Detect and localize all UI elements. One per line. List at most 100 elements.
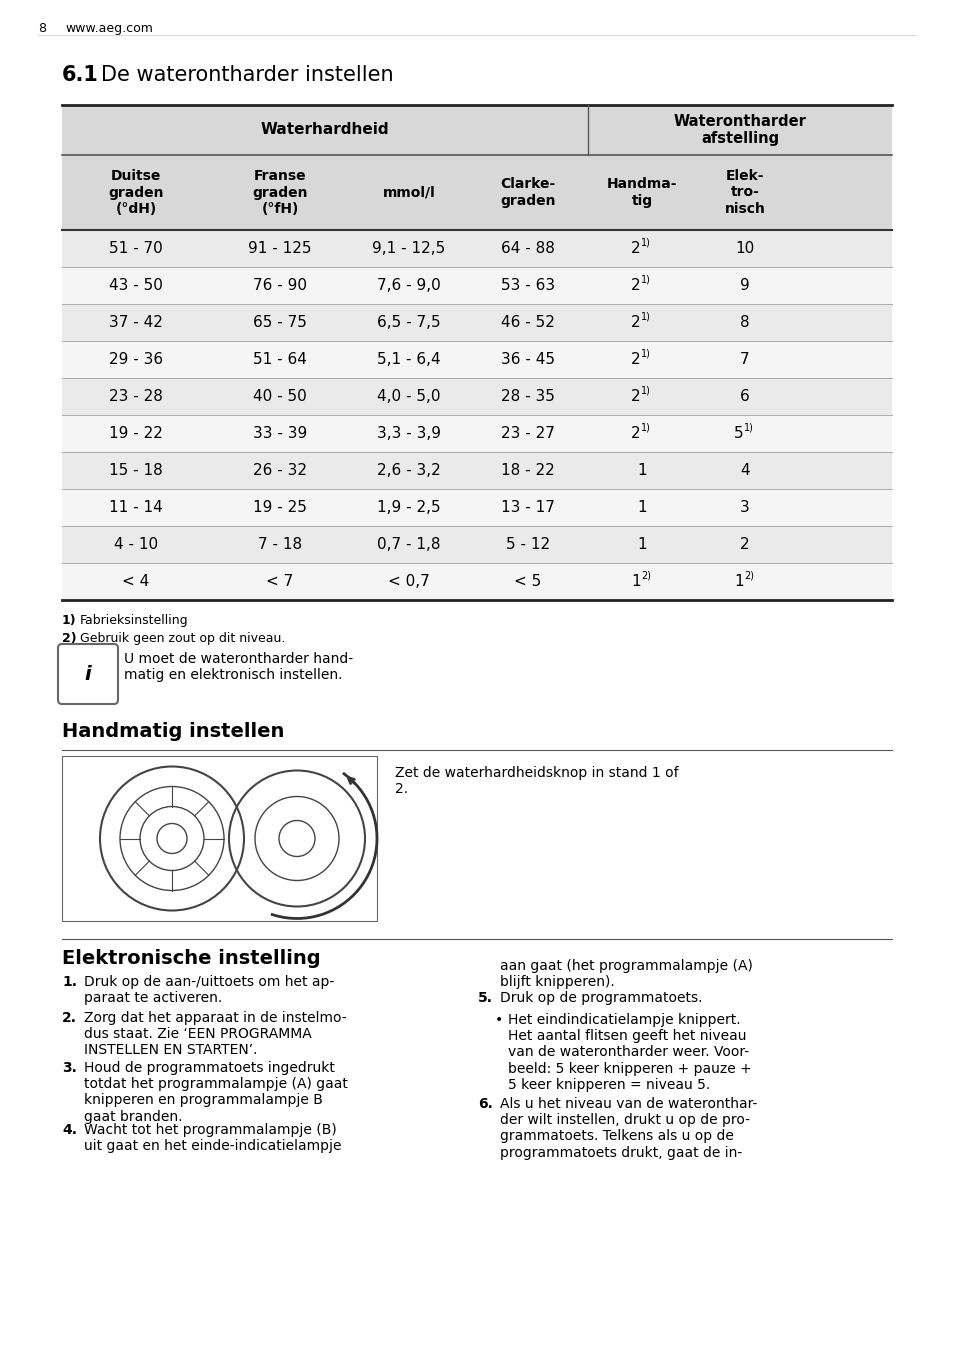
Bar xyxy=(62,756,376,921)
Text: 36 - 45: 36 - 45 xyxy=(500,352,555,366)
Bar xyxy=(62,489,891,526)
Text: 64 - 88: 64 - 88 xyxy=(500,241,555,256)
Text: Waterhardheid: Waterhardheid xyxy=(260,123,389,138)
Text: 9,1 - 12,5: 9,1 - 12,5 xyxy=(372,241,445,256)
Text: 2: 2 xyxy=(631,241,640,256)
Text: Het eindindicatielampje knippert.
Het aantal flitsen geeft het niveau
van de wat: Het eindindicatielampje knippert. Het aa… xyxy=(507,1013,751,1092)
Text: Handmatig instellen: Handmatig instellen xyxy=(62,722,284,741)
Text: 6: 6 xyxy=(740,389,749,404)
Text: Duitse
graden
(°dH): Duitse graden (°dH) xyxy=(108,169,164,216)
Text: Druk op de programmatoets.: Druk op de programmatoets. xyxy=(499,991,701,1005)
Text: 2: 2 xyxy=(631,352,640,366)
Bar xyxy=(62,105,891,155)
Text: 37 - 42: 37 - 42 xyxy=(109,315,163,330)
Text: Zet de waterhardheidsknop in stand 1 of
2.: Zet de waterhardheidsknop in stand 1 of … xyxy=(395,767,678,796)
Text: 40 - 50: 40 - 50 xyxy=(253,389,307,404)
Text: 4 - 10: 4 - 10 xyxy=(113,537,158,552)
Text: 1,9 - 2,5: 1,9 - 2,5 xyxy=(376,500,440,515)
Text: U moet de waterontharder hand-
matig en elektronisch instellen.: U moet de waterontharder hand- matig en … xyxy=(124,652,353,683)
Text: Zorg dat het apparaat in de instelmo-
dus staat. Zie ‘EEN PROGRAMMA
INSTELLEN EN: Zorg dat het apparaat in de instelmo- du… xyxy=(84,1011,346,1057)
Bar xyxy=(62,341,891,379)
Text: Handma-
tig: Handma- tig xyxy=(606,177,677,208)
Text: i: i xyxy=(85,664,91,684)
Text: 2,6 - 3,2: 2,6 - 3,2 xyxy=(376,462,440,479)
Text: 11 - 14: 11 - 14 xyxy=(109,500,163,515)
Text: 1): 1) xyxy=(640,349,650,358)
Text: 91 - 125: 91 - 125 xyxy=(248,241,312,256)
Text: 1): 1) xyxy=(640,311,650,322)
Text: 8: 8 xyxy=(740,315,749,330)
Text: 5: 5 xyxy=(734,426,743,441)
Text: 1): 1) xyxy=(640,422,650,433)
Text: De waterontharder instellen: De waterontharder instellen xyxy=(101,65,394,85)
Text: 2.: 2. xyxy=(62,1011,77,1025)
Text: 0,7 - 1,8: 0,7 - 1,8 xyxy=(376,537,440,552)
Text: Clarke-
graden: Clarke- graden xyxy=(499,177,556,208)
Text: 43 - 50: 43 - 50 xyxy=(109,279,163,293)
Text: Druk op de aan-/uittoets om het ap-
paraat te activeren.: Druk op de aan-/uittoets om het ap- para… xyxy=(84,975,334,1005)
Text: 19 - 25: 19 - 25 xyxy=(253,500,307,515)
Text: 1): 1) xyxy=(62,614,76,627)
Text: 65 - 75: 65 - 75 xyxy=(253,315,307,330)
Text: 7: 7 xyxy=(740,352,749,366)
Bar xyxy=(62,562,891,600)
Text: 26 - 32: 26 - 32 xyxy=(253,462,307,479)
Text: 1): 1) xyxy=(640,238,650,247)
Text: < 5: < 5 xyxy=(514,575,541,589)
Bar xyxy=(62,266,891,304)
Bar xyxy=(62,230,891,266)
Text: 3.: 3. xyxy=(62,1061,77,1075)
Text: < 0,7: < 0,7 xyxy=(388,575,430,589)
Text: 2): 2) xyxy=(640,571,650,580)
Text: 29 - 36: 29 - 36 xyxy=(109,352,163,366)
Text: Wacht tot het programmalampje (B)
uit gaat en het einde-indicatielampje: Wacht tot het programmalampje (B) uit ga… xyxy=(84,1124,341,1153)
Text: 6.1: 6.1 xyxy=(62,65,99,85)
Text: 13 - 17: 13 - 17 xyxy=(500,500,555,515)
Text: 4,0 - 5,0: 4,0 - 5,0 xyxy=(376,389,440,404)
Text: 1: 1 xyxy=(631,575,640,589)
Text: 51 - 70: 51 - 70 xyxy=(109,241,163,256)
Text: aan gaat (het programmalampje (A)
blijft knipperen).: aan gaat (het programmalampje (A) blijft… xyxy=(499,959,752,990)
Text: 1): 1) xyxy=(640,385,650,396)
Text: Elek-
tro-
nisch: Elek- tro- nisch xyxy=(723,169,764,216)
Text: 8: 8 xyxy=(38,22,46,35)
Text: 2: 2 xyxy=(631,389,640,404)
Text: 19 - 22: 19 - 22 xyxy=(109,426,163,441)
Text: 2: 2 xyxy=(740,537,749,552)
Text: 15 - 18: 15 - 18 xyxy=(109,462,163,479)
FancyBboxPatch shape xyxy=(58,644,118,704)
Text: Fabrieksinstelling: Fabrieksinstelling xyxy=(80,614,189,627)
Text: 2: 2 xyxy=(631,279,640,293)
Text: 9: 9 xyxy=(740,279,749,293)
Text: 1): 1) xyxy=(640,274,650,284)
Text: 2): 2) xyxy=(743,571,753,580)
Text: 2: 2 xyxy=(631,315,640,330)
Text: Houd de programmatoets ingedrukt
totdat het programmalampje (A) gaat
knipperen e: Houd de programmatoets ingedrukt totdat … xyxy=(84,1061,348,1124)
Text: 10: 10 xyxy=(735,241,754,256)
Text: 1: 1 xyxy=(637,462,646,479)
Text: < 7: < 7 xyxy=(266,575,294,589)
Text: < 4: < 4 xyxy=(122,575,150,589)
Text: Waterontharder
afstelling: Waterontharder afstelling xyxy=(673,114,805,146)
Text: 2: 2 xyxy=(631,426,640,441)
Text: 1: 1 xyxy=(637,537,646,552)
Bar xyxy=(62,304,891,341)
Bar xyxy=(62,526,891,562)
Text: 6,5 - 7,5: 6,5 - 7,5 xyxy=(376,315,440,330)
Text: Elektronische instelling: Elektronische instelling xyxy=(62,949,320,968)
Text: 28 - 35: 28 - 35 xyxy=(500,389,555,404)
Text: 1): 1) xyxy=(743,422,753,433)
Text: 51 - 64: 51 - 64 xyxy=(253,352,307,366)
Text: 7,6 - 9,0: 7,6 - 9,0 xyxy=(376,279,440,293)
Text: 1.: 1. xyxy=(62,975,77,990)
Text: 23 - 28: 23 - 28 xyxy=(109,389,163,404)
Text: 4.: 4. xyxy=(62,1124,77,1137)
Text: 53 - 63: 53 - 63 xyxy=(500,279,555,293)
Text: www.aeg.com: www.aeg.com xyxy=(65,22,152,35)
Text: 4: 4 xyxy=(740,462,749,479)
Bar xyxy=(62,452,891,489)
Text: 33 - 39: 33 - 39 xyxy=(253,426,307,441)
Text: 76 - 90: 76 - 90 xyxy=(253,279,307,293)
Bar xyxy=(62,379,891,415)
Text: 5 - 12: 5 - 12 xyxy=(505,537,550,552)
